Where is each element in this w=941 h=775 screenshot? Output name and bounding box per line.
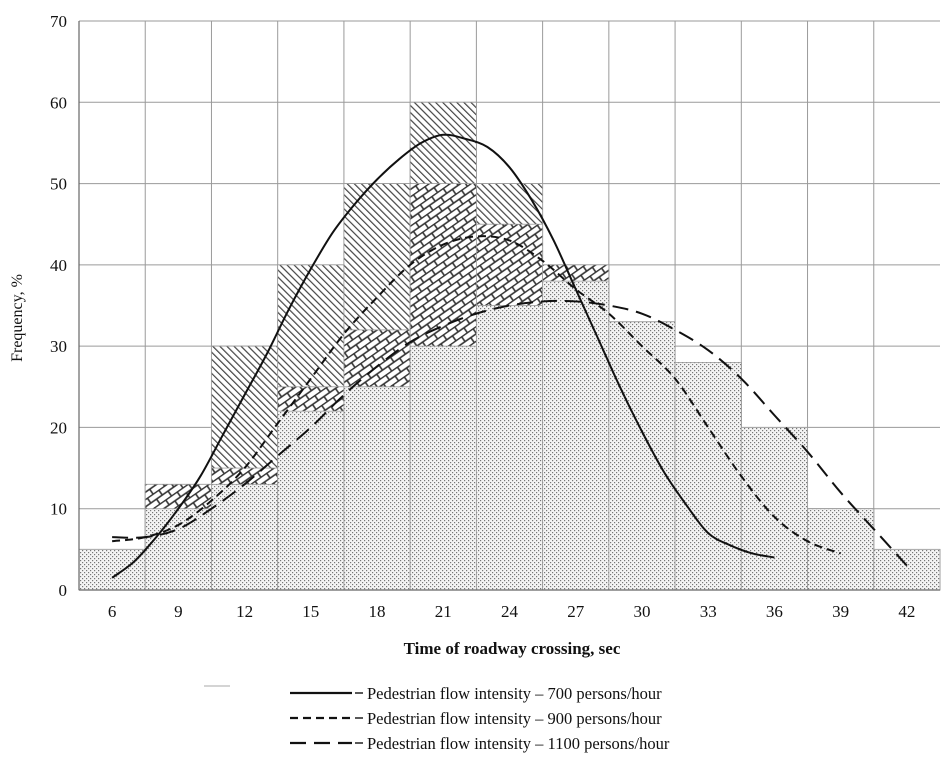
bar-dotted-21 xyxy=(409,345,477,591)
y-tick-label-5: 50 xyxy=(50,175,67,194)
series-line-2 xyxy=(111,235,841,555)
bar-dotted-30 xyxy=(608,321,676,591)
x-tick-label-1: 9 xyxy=(174,602,183,621)
bar-dotted-9 xyxy=(144,508,212,591)
y-tick-label-6: 60 xyxy=(50,93,67,112)
bar-dotted-27 xyxy=(542,280,610,591)
bar-dotted-33 xyxy=(674,361,742,591)
y-axis-ticks: 0 10 20 30 40 50 60 70 xyxy=(50,12,67,600)
legend-label-2: Pedestrian flow intensity – 900 persons/… xyxy=(367,709,662,728)
y-axis-title: Frequency, % xyxy=(9,274,26,362)
legend: Pedestrian flow intensity – 700 persons/… xyxy=(290,684,670,753)
x-tick-label-2: 12 xyxy=(236,602,253,621)
x-tick-label-0: 6 xyxy=(108,602,117,621)
histogram-bars xyxy=(78,101,941,591)
series-line-3 xyxy=(112,299,908,567)
y-tick-label-7: 70 xyxy=(50,12,67,31)
series-line-1 xyxy=(111,133,775,579)
bar-dotted-18 xyxy=(343,386,411,591)
x-tick-label-4: 18 xyxy=(369,602,386,621)
bar-dotted-15 xyxy=(277,410,345,591)
x-tick-label-5: 21 xyxy=(435,602,452,621)
bar-dotted-12 xyxy=(211,483,279,591)
legend-label-1: Pedestrian flow intensity – 700 persons/… xyxy=(367,684,662,703)
y-tick-label-2: 20 xyxy=(50,418,67,437)
bar-dotted-24 xyxy=(475,305,544,591)
y-tick-label-1: 10 xyxy=(50,500,67,519)
x-tick-label-9: 33 xyxy=(700,602,717,621)
y-tick-label-3: 30 xyxy=(50,337,67,356)
legend-label-3: Pedestrian flow intensity – 1100 persons… xyxy=(367,734,670,753)
x-tick-label-12: 42 xyxy=(898,602,915,621)
x-tick-label-10: 36 xyxy=(766,602,783,621)
plot-frame xyxy=(78,21,940,591)
bar-dotted-39 xyxy=(807,508,875,591)
bar-dotted-6 xyxy=(78,548,146,591)
x-axis-ticks: 6 9 12 15 18 21 24 27 30 33 36 39 42 xyxy=(108,602,916,621)
x-tick-label-11: 39 xyxy=(832,602,849,621)
bar-dotted-42 xyxy=(873,548,941,591)
x-tick-label-7: 27 xyxy=(567,602,585,621)
x-tick-label-6: 24 xyxy=(501,602,519,621)
y-tick-label-0: 0 xyxy=(59,581,68,600)
y-tick-label-4: 40 xyxy=(50,256,67,275)
fitted-curves xyxy=(111,133,908,579)
x-axis-title: Time of roadway crossing, sec xyxy=(404,639,621,658)
x-tick-label-3: 15 xyxy=(302,602,319,621)
x-tick-label-8: 30 xyxy=(633,602,650,621)
bar-dotted-36 xyxy=(740,427,808,591)
